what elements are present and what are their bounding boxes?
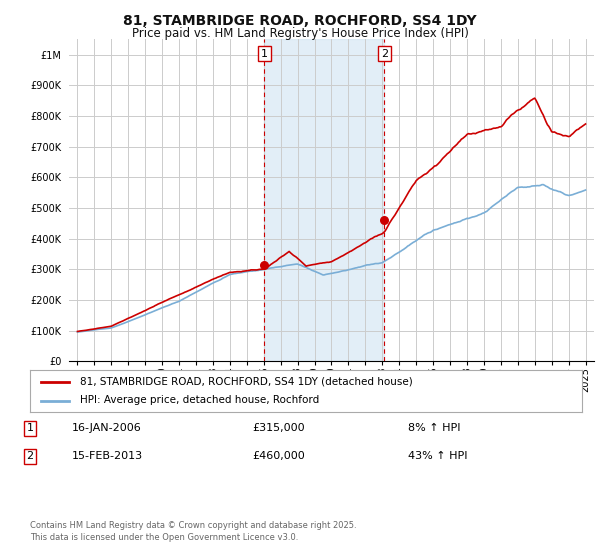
Text: 81, STAMBRIDGE ROAD, ROCHFORD, SS4 1DY: 81, STAMBRIDGE ROAD, ROCHFORD, SS4 1DY — [123, 14, 477, 28]
Point — [380, 216, 389, 225]
Text: 2: 2 — [26, 451, 34, 461]
Text: Price paid vs. HM Land Registry's House Price Index (HPI): Price paid vs. HM Land Registry's House … — [131, 27, 469, 40]
Text: 15-FEB-2013: 15-FEB-2013 — [72, 451, 143, 461]
Point — [260, 260, 269, 269]
Text: 43% ↑ HPI: 43% ↑ HPI — [408, 451, 467, 461]
Text: 16-JAN-2006: 16-JAN-2006 — [72, 423, 142, 433]
Text: 81, STAMBRIDGE ROAD, ROCHFORD, SS4 1DY (detached house): 81, STAMBRIDGE ROAD, ROCHFORD, SS4 1DY (… — [80, 376, 412, 386]
Text: 1: 1 — [261, 49, 268, 59]
Text: 2: 2 — [381, 49, 388, 59]
Bar — [265, 39, 385, 361]
Text: Contains HM Land Registry data © Crown copyright and database right 2025.
This d: Contains HM Land Registry data © Crown c… — [30, 521, 356, 542]
Text: £315,000: £315,000 — [252, 423, 305, 433]
Text: 1: 1 — [26, 423, 34, 433]
Text: £460,000: £460,000 — [252, 451, 305, 461]
Text: 8% ↑ HPI: 8% ↑ HPI — [408, 423, 461, 433]
Text: HPI: Average price, detached house, Rochford: HPI: Average price, detached house, Roch… — [80, 395, 319, 405]
